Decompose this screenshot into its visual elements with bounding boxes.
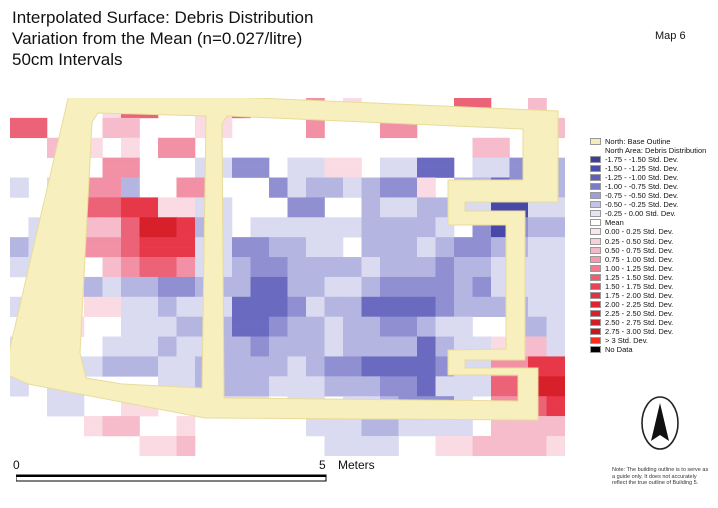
- legend-swatch: [590, 165, 601, 173]
- legend-label: -1.00 - -0.75 Std. Dev.: [605, 182, 679, 192]
- legend-label: 0.50 - 0.75 Std. Dev.: [605, 245, 674, 255]
- legend-item: -1.25 - -1.00 Std. Dev.: [590, 173, 706, 182]
- legend-swatch: [590, 318, 601, 326]
- legend-label: > 3 Std. Dev.: [605, 336, 649, 346]
- legend-item: Mean: [590, 218, 706, 227]
- legend-swatch: [590, 219, 601, 227]
- legend-item: North Area: Debris Distribution: [590, 146, 706, 155]
- outline-disclaimer-note: Note: The building outline is to serve a…: [612, 467, 709, 486]
- legend-item: 2.75 - 3.00 Std. Dev.: [590, 327, 706, 336]
- scale-unit-label: Meters: [338, 458, 375, 472]
- legend-item: -1.00 - -0.75 Std. Dev.: [590, 182, 706, 191]
- legend-item: 1.00 - 1.25 Std. Dev.: [590, 264, 706, 273]
- legend-label: -1.50 - -1.25 Std. Dev.: [605, 164, 679, 174]
- legend-item: -0.50 - -0.25 Std. Dev.: [590, 200, 706, 209]
- legend-item: -1.50 - -1.25 Std. Dev.: [590, 164, 706, 173]
- legend-label: North Area: Debris Distribution: [605, 146, 707, 156]
- legend-label: -1.25 - -1.00 Std. Dev.: [605, 173, 679, 183]
- legend-label: 2.25 - 2.50 Std. Dev.: [605, 308, 674, 318]
- legend-label: 2.00 - 2.25 Std. Dev.: [605, 299, 674, 309]
- legend-swatch: [590, 183, 601, 191]
- legend-label: Mean: [605, 218, 624, 228]
- legend-item: 0.75 - 1.00 Std. Dev.: [590, 255, 706, 264]
- legend-swatch: [590, 192, 601, 200]
- legend-swatch: [590, 291, 601, 299]
- legend-swatch: [590, 337, 601, 345]
- building-base-outline: [10, 98, 565, 456]
- outline-outer-edge: [10, 98, 559, 421]
- legend-swatch: [590, 201, 601, 209]
- scale-end-label: 5: [319, 458, 326, 472]
- legend-swatch: [590, 255, 601, 263]
- legend-swatch: [590, 328, 601, 335]
- legend-swatch: [590, 138, 601, 146]
- legend-swatch: [590, 282, 601, 290]
- legend-swatch: [590, 264, 601, 272]
- legend-item: No Data: [590, 345, 706, 354]
- legend-item: -1.75 - -1.50 Std. Dev.: [590, 155, 706, 164]
- legend-label: 0.00 - 0.25 Std. Dev.: [605, 227, 674, 237]
- legend-item: 1.50 - 1.75 Std. Dev.: [590, 282, 706, 291]
- north-arrow-icon: N: [641, 396, 679, 450]
- legend-label: 0.75 - 1.00 Std. Dev.: [605, 254, 674, 264]
- legend-item: > 3 Std. Dev.: [590, 336, 706, 345]
- outline-east-room-edge: [221, 115, 524, 402]
- map-legend: North: Base Outline North Area: Debris Di…: [590, 137, 706, 354]
- legend-swatch: [590, 300, 601, 308]
- legend-swatch: [590, 174, 601, 182]
- legend-item: 2.25 - 2.50 Std. Dev.: [590, 309, 706, 318]
- legend-item: -0.75 - -0.50 Std. Dev.: [590, 191, 706, 200]
- map-number-label: Map 6: [655, 30, 686, 42]
- legend-swatch: [590, 237, 601, 245]
- legend-label: 2.50 - 2.75 Std. Dev.: [605, 317, 674, 327]
- legend-label: 1.25 - 1.50 Std. Dev.: [605, 272, 674, 282]
- legend-swatch: [590, 346, 601, 354]
- legend-swatch: [590, 156, 601, 164]
- legend-label: -0.50 - -0.25 Std. Dev.: [605, 200, 679, 210]
- legend-item: 0.00 - 0.25 Std. Dev.: [590, 227, 706, 236]
- legend-swatch: [590, 309, 601, 317]
- outline-wall-fill: [10, 98, 565, 456]
- legend-label: -0.75 - -0.50 Std. Dev.: [605, 191, 679, 201]
- outline-west-room-edge: [79, 112, 207, 389]
- title-line-3: 50cm Intervals: [12, 50, 123, 69]
- legend-label: 1.00 - 1.25 Std. Dev.: [605, 263, 674, 273]
- legend-item: 2.50 - 2.75 Std. Dev.: [590, 318, 706, 327]
- debris-distribution-map: [10, 98, 565, 456]
- legend-item: North: Base Outline: [590, 137, 706, 146]
- scale-bar-graphic: [16, 474, 327, 482]
- legend-label: 2.75 - 3.00 Std. Dev.: [605, 326, 674, 336]
- legend-label: 1.50 - 1.75 Std. Dev.: [605, 281, 674, 291]
- legend-label: North: Base Outline: [605, 137, 671, 146]
- legend-item: 0.25 - 0.50 Std. Dev.: [590, 237, 706, 246]
- legend-label: -0.25 - 0.00 Std. Dev.: [605, 209, 676, 219]
- legend-item: 1.25 - 1.50 Std. Dev.: [590, 273, 706, 282]
- legend-swatch: [590, 228, 601, 236]
- title-line-1: Interpolated Surface: Debris Distributio…: [12, 8, 314, 27]
- scale-start-label: 0: [13, 458, 20, 472]
- legend-label: 1.75 - 2.00 Std. Dev.: [605, 290, 674, 300]
- legend-item: 0.50 - 0.75 Std. Dev.: [590, 246, 706, 255]
- legend-item: 2.00 - 2.25 Std. Dev.: [590, 300, 706, 309]
- map-title: Interpolated Surface: Debris Distributio…: [12, 7, 313, 70]
- legend-label: No Data: [605, 345, 633, 355]
- title-line-2: Variation from the Mean (n=0.027/litre): [12, 29, 303, 48]
- legend-swatch: [590, 210, 601, 218]
- legend-swatch: [590, 246, 601, 254]
- legend-item: -0.25 - 0.00 Std. Dev.: [590, 209, 706, 218]
- legend-label: 0.25 - 0.50 Std. Dev.: [605, 236, 674, 246]
- legend-label: -1.75 - -1.50 Std. Dev.: [605, 155, 679, 165]
- legend-swatch: [590, 273, 601, 281]
- legend-item: 1.75 - 2.00 Std. Dev.: [590, 291, 706, 300]
